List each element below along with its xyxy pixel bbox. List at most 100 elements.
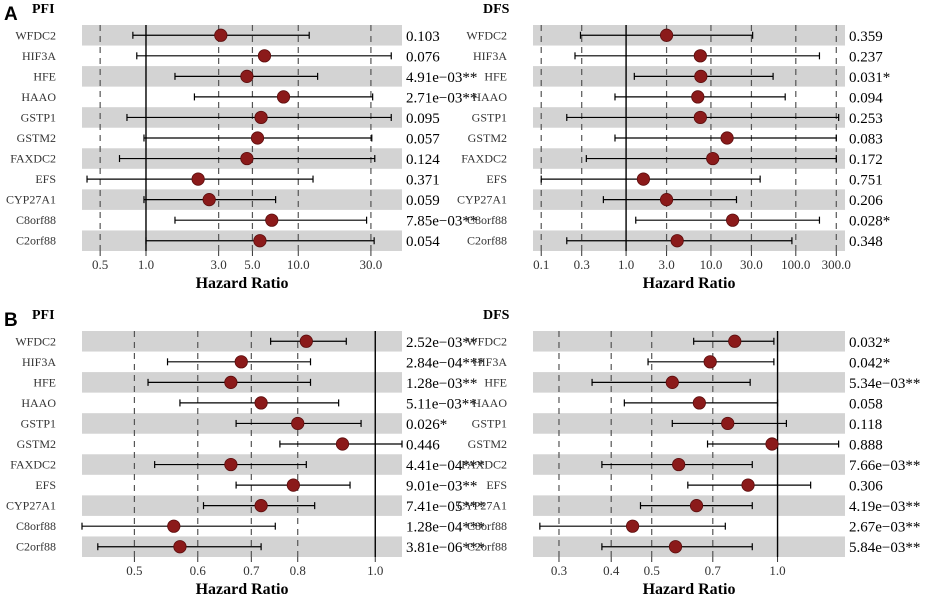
panel-a-pfi-gene-label: GSTM2 [17, 131, 56, 145]
panel-a-pfi-tick-label: 30.0 [360, 257, 383, 272]
panel-a-dfs-tick-label: 10.0 [700, 257, 723, 272]
panel-b-dfs-tick-label: 0.4 [603, 563, 620, 578]
panel-a-pfi-hr-point [276, 90, 291, 104]
panel-a-dfs-gene-label: FAXDC2 [461, 152, 507, 166]
panel-a-dfs-gene-label: EFS [486, 172, 507, 186]
panel-b-dfs-gene-label: GSTP1 [472, 416, 507, 430]
panel-a-dfs-hr-point [720, 131, 734, 145]
panel-b-dfs-tick-label: 0.7 [705, 563, 722, 578]
panel-a-dfs-gene-label: WFDC2 [466, 28, 507, 42]
panel-b-dfs-hr-point [721, 416, 735, 431]
panel-a-dfs-title: DFS [483, 2, 510, 17]
panel-a-pfi-pvalue: 0.095 [406, 111, 440, 127]
panel-b-pfi-pvalue: 5.11e−03** [406, 396, 477, 412]
panel-a-pfi-tick-label: 10.0 [287, 257, 310, 272]
panel-a-pfi-hr-point [240, 151, 254, 166]
panel-a-dfs-tick-label: 1.0 [618, 257, 634, 272]
panel-a-dfs-gene-label: CYP27A1 [457, 193, 507, 207]
panel-a-pfi-gene-label: HAAO [21, 90, 56, 104]
panel-a-dfs-pvalue: 0.751 [849, 173, 883, 189]
panel-a-dfs-hr-point [659, 28, 674, 42]
panel-a-dfs-pvalue: 0.028* [849, 214, 890, 230]
panel-a-dfs-hr-point [706, 151, 720, 166]
panel-b-pfi-hr-point [291, 416, 305, 431]
panel-a-dfs-pvalue: 0.031* [849, 70, 890, 86]
panel-b-pfi-hr-point [167, 519, 181, 533]
panel-b-dfs-hr-point [741, 478, 755, 492]
panel-b-pfi-hr-point [173, 540, 187, 554]
panel-b-pfi-x-axis-label: Hazard Ratio [196, 581, 289, 598]
panel-b-dfs-hr-point [665, 375, 679, 389]
panel-a-dfs-pvalue: 0.253 [849, 111, 883, 127]
panel-b-pfi-tick-label: 0.6 [190, 563, 207, 578]
panel-a-dfs-hr-point [693, 110, 707, 125]
panel-b-pfi-pvalue: 3.81e−06*** [406, 540, 485, 556]
panel-b-pfi-gene-label: EFS [35, 478, 56, 492]
panel-a-dfs-gene-label: GSTP1 [472, 110, 507, 124]
panel-a-pfi-pvalue: 0.076 [406, 49, 440, 65]
panel-b-dfs-gene-label: HFE [484, 375, 507, 389]
panel-b-dfs-gene-label: HAAO [472, 396, 507, 410]
panel-a-pfi-gene-label: C8orf88 [16, 213, 56, 227]
panel-b-pfi-gene-label: HFE [33, 375, 56, 389]
panel-b-dfs-pvalue: 2.67e−03** [849, 520, 920, 536]
panel-b-pfi-hr-point [234, 355, 248, 369]
panel-a-pfi-pvalue: 0.059 [406, 193, 440, 209]
panel-a-dfs-gene-label: HAAO [472, 90, 507, 104]
panel-b-pfi-title: PFI [32, 308, 55, 323]
panel-b-dfs-pvalue: 4.19e−03** [849, 499, 920, 515]
panel-a-dfs-gene-label: HIF3A [473, 49, 507, 63]
panel-b-pfi-pvalue: 0.446 [406, 438, 440, 454]
panel-a-dfs-pvalue: 0.083 [849, 132, 883, 148]
panel-b-pfi-hr-point [224, 457, 238, 472]
panel-b-dfs-pvalue: 0.888 [849, 438, 883, 454]
panel-a-dfs-gene-label: C2orf88 [467, 234, 507, 248]
panel-b-pfi-gene-label: GSTM2 [17, 437, 56, 451]
panel-b-pfi-gene-label: HIF3A [22, 355, 56, 369]
panel-b-dfs-tick-label: 0.3 [551, 563, 567, 578]
panel-b-pfi-tick-label: 1.0 [367, 563, 383, 578]
panel-a-pfi-pvalue: 0.054 [406, 234, 440, 250]
panel-a-pfi-gene-label: CYP27A1 [6, 193, 56, 207]
panel-b-dfs-hr-point [728, 334, 742, 348]
panel-b-dfs-gene-label: EFS [486, 478, 507, 492]
panel-b-pfi-hr-point [254, 499, 268, 513]
panel-a-dfs-gene-label: C8orf88 [467, 213, 507, 227]
panel-b-pfi-gene-label: CYP27A1 [6, 499, 56, 513]
panel-a-pfi-pvalue: 2.71e−03** [406, 90, 477, 106]
panel-b-dfs-gene-label: WFDC2 [466, 334, 507, 348]
panel-a-dfs-pvalue: 0.094 [849, 90, 883, 106]
panel-a-pfi-gene-label: FAXDC2 [10, 152, 56, 166]
panel-a-pfi-pvalue: 7.85e−03** [406, 214, 477, 230]
panel-b-pfi-pvalue: 2.52e−03** [406, 335, 477, 351]
panel-a-dfs-hr-point [694, 69, 708, 83]
panel-a-pfi-hr-point [214, 28, 228, 42]
panel-a-pfi-hr-point [254, 110, 268, 125]
panel-b-dfs-gene-label: C2orf88 [467, 540, 507, 554]
panel-a-pfi-hr-point [257, 49, 272, 63]
panel-b-pfi-pvalue: 0.026* [406, 417, 447, 433]
panel-b-pfi-hr-point [299, 334, 313, 348]
panel-a-pfi-tick-label: 3.0 [211, 257, 227, 272]
panel-b-dfs-gene-label: FAXDC2 [461, 458, 507, 472]
panel-b-pfi-hr-point [335, 437, 350, 451]
panel-b-pfi-row-stripe [82, 331, 402, 352]
panel-a-dfs-hr-point [670, 234, 684, 248]
panel-b-dfs-tick-label: 1.0 [769, 563, 785, 578]
panel-b-pfi-gene-label: WFDC2 [15, 334, 56, 348]
panel-a-pfi-hr-point [240, 69, 254, 83]
panel-b-pfi-gene-label: FAXDC2 [10, 458, 56, 472]
panel-a-pfi-hr-point [202, 193, 216, 207]
panel-b-dfs-hr-point [689, 499, 704, 513]
panel-a-dfs-tick-label: 0.3 [574, 257, 590, 272]
panel-a-dfs-hr-point [693, 49, 707, 63]
panel-b-pfi-gene-label: C2orf88 [16, 540, 56, 554]
panel-a-dfs-hr-point [636, 172, 651, 186]
panel-b-pfi-pvalue: 1.28e−04*** [406, 520, 485, 536]
panel-b-dfs-tick-label: 0.5 [644, 563, 660, 578]
panel-a-dfs-tick-label: 0.1 [533, 257, 549, 272]
panel-b-dfs-pvalue: 0.118 [849, 417, 882, 433]
panel-a-pfi-hr-point [253, 234, 267, 248]
panel-b-pfi-pvalue: 4.41e−04*** [406, 458, 485, 474]
